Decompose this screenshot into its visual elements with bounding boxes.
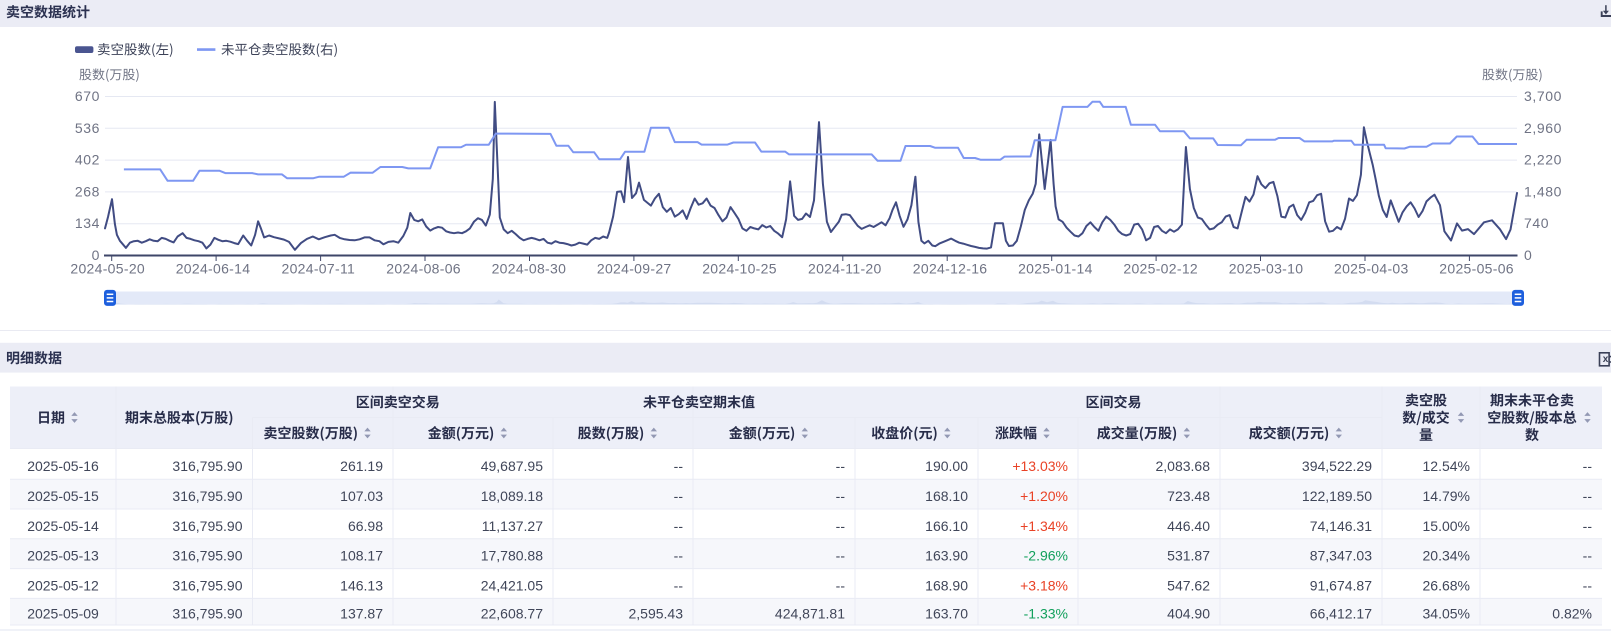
svg-text:2025-05-14: 2025-05-14 — [27, 518, 99, 534]
svg-text:--: -- — [836, 458, 846, 474]
svg-text:17,780.88: 17,780.88 — [481, 548, 543, 564]
svg-text:+3.18%: +3.18% — [1020, 578, 1068, 594]
svg-text:531.87: 531.87 — [1167, 548, 1210, 564]
svg-text:24,421.05: 24,421.05 — [481, 578, 543, 594]
svg-text:316,795.90: 316,795.90 — [172, 548, 242, 564]
svg-text:-1.33%: -1.33% — [1024, 606, 1068, 622]
svg-text:108.17: 108.17 — [340, 548, 383, 564]
svg-text:122,189.50: 122,189.50 — [1302, 488, 1372, 504]
svg-text:18,089.18: 18,089.18 — [481, 488, 543, 504]
svg-text:--: -- — [1583, 518, 1593, 534]
svg-text:670: 670 — [75, 88, 100, 104]
svg-text:66.98: 66.98 — [348, 518, 383, 534]
svg-text:74,146.31: 74,146.31 — [1310, 518, 1372, 534]
svg-text:163.90: 163.90 — [925, 548, 968, 564]
svg-text:268: 268 — [75, 183, 100, 199]
svg-text:0: 0 — [1524, 247, 1532, 263]
svg-text:2,595.43: 2,595.43 — [629, 606, 684, 622]
svg-text:--: -- — [836, 548, 846, 564]
svg-text:2025-05-13: 2025-05-13 — [27, 548, 99, 564]
svg-text:--: -- — [674, 518, 684, 534]
svg-text:0: 0 — [92, 247, 100, 263]
svg-text:66,412.17: 66,412.17 — [1310, 606, 1372, 622]
svg-text:394,522.29: 394,522.29 — [1302, 458, 1372, 474]
svg-text:740: 740 — [1524, 215, 1549, 231]
svg-text:2025-02-12: 2025-02-12 — [1123, 261, 1198, 277]
svg-text:12.54%: 12.54% — [1423, 458, 1470, 474]
svg-text:0.82%: 0.82% — [1552, 606, 1592, 622]
svg-text:2,083.68: 2,083.68 — [1156, 458, 1211, 474]
svg-text:2024-08-30: 2024-08-30 — [492, 261, 567, 277]
svg-text:34.05%: 34.05% — [1423, 606, 1470, 622]
svg-text:2,960: 2,960 — [1524, 120, 1562, 136]
svg-text:316,795.90: 316,795.90 — [172, 458, 242, 474]
svg-text:424,871.81: 424,871.81 — [775, 606, 845, 622]
svg-text:2024-10-25: 2024-10-25 — [702, 261, 777, 277]
svg-text:168.10: 168.10 — [925, 488, 968, 504]
svg-text:--: -- — [1583, 578, 1593, 594]
svg-text:107.03: 107.03 — [340, 488, 383, 504]
svg-text:--: -- — [1583, 548, 1593, 564]
svg-text:87,347.03: 87,347.03 — [1310, 548, 1372, 564]
svg-text:2024-11-20: 2024-11-20 — [808, 261, 882, 277]
svg-text:49,687.95: 49,687.95 — [481, 458, 543, 474]
svg-text:2025-01-14: 2025-01-14 — [1018, 261, 1093, 277]
svg-text:2024-07-11: 2024-07-11 — [282, 261, 356, 277]
svg-text:2024-09-27: 2024-09-27 — [597, 261, 672, 277]
svg-text:137.87: 137.87 — [340, 606, 383, 622]
svg-text:15.00%: 15.00% — [1423, 518, 1470, 534]
svg-text:536: 536 — [75, 120, 100, 136]
svg-text:26.68%: 26.68% — [1423, 578, 1470, 594]
svg-text:--: -- — [674, 578, 684, 594]
svg-text:+1.20%: +1.20% — [1020, 488, 1068, 504]
svg-text:-2.96%: -2.96% — [1024, 548, 1068, 564]
svg-text:316,795.90: 316,795.90 — [172, 488, 242, 504]
svg-text:--: -- — [1583, 458, 1593, 474]
svg-text:3,700: 3,700 — [1524, 88, 1562, 104]
svg-text:11,137.27: 11,137.27 — [482, 518, 543, 534]
svg-text:404.90: 404.90 — [1167, 606, 1210, 622]
svg-text:2025-05-15: 2025-05-15 — [27, 488, 99, 504]
svg-text:2025-03-10: 2025-03-10 — [1229, 261, 1304, 277]
svg-text:316,795.90: 316,795.90 — [172, 518, 242, 534]
svg-text:168.90: 168.90 — [925, 578, 968, 594]
svg-text:x: x — [1603, 354, 1609, 365]
svg-text:2025-04-03: 2025-04-03 — [1334, 261, 1409, 277]
svg-text:22,608.77: 22,608.77 — [481, 606, 543, 622]
svg-text:2025-05-06: 2025-05-06 — [1439, 261, 1514, 277]
svg-text:+13.03%: +13.03% — [1012, 458, 1068, 474]
svg-text:91,674.87: 91,674.87 — [1310, 578, 1372, 594]
svg-text:446.40: 446.40 — [1167, 518, 1210, 534]
svg-text:--: -- — [836, 488, 846, 504]
svg-text:--: -- — [674, 548, 684, 564]
svg-text:--: -- — [674, 458, 684, 474]
svg-text:--: -- — [836, 518, 846, 534]
svg-text:190.00: 190.00 — [925, 458, 968, 474]
svg-text:146.13: 146.13 — [340, 578, 383, 594]
svg-text:2024-06-14: 2024-06-14 — [176, 261, 251, 277]
svg-text:--: -- — [674, 488, 684, 504]
svg-text:20.34%: 20.34% — [1423, 548, 1470, 564]
svg-text:2,220: 2,220 — [1524, 152, 1562, 168]
svg-text:134: 134 — [75, 215, 100, 231]
svg-text:+1.34%: +1.34% — [1020, 518, 1068, 534]
svg-text:2024-08-06: 2024-08-06 — [386, 261, 461, 277]
svg-text:2024-12-16: 2024-12-16 — [913, 261, 988, 277]
svg-text:2025-05-09: 2025-05-09 — [27, 606, 99, 622]
svg-text:2025-05-16: 2025-05-16 — [27, 458, 99, 474]
svg-text:2024-05-20: 2024-05-20 — [70, 261, 145, 277]
svg-text:14.79%: 14.79% — [1423, 488, 1470, 504]
svg-text:1,480: 1,480 — [1524, 183, 1562, 199]
svg-text:163.70: 163.70 — [925, 606, 968, 622]
svg-text:723.48: 723.48 — [1167, 488, 1210, 504]
svg-text:--: -- — [836, 578, 846, 594]
svg-text:166.10: 166.10 — [925, 518, 968, 534]
svg-text:--: -- — [1583, 488, 1593, 504]
svg-text:2025-05-12: 2025-05-12 — [27, 578, 99, 594]
svg-text:402: 402 — [75, 152, 100, 168]
svg-text:316,795.90: 316,795.90 — [172, 606, 242, 622]
svg-text:316,795.90: 316,795.90 — [172, 578, 242, 594]
svg-text:547.62: 547.62 — [1167, 578, 1210, 594]
svg-text:261.19: 261.19 — [340, 458, 383, 474]
